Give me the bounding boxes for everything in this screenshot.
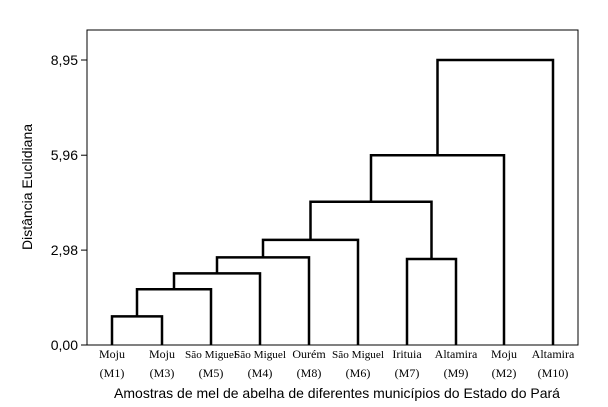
leaf-code: (M5) xyxy=(199,366,224,380)
y-tick-label: 8,95 xyxy=(51,52,78,68)
leaf-code: (M4) xyxy=(248,366,273,380)
dendrogram-link xyxy=(172,272,262,345)
leaf-code: (M6) xyxy=(346,366,371,380)
leaf-code: (M9) xyxy=(444,366,469,380)
y-tick-label: 0,00 xyxy=(51,337,78,353)
dendrogram-link xyxy=(369,153,506,345)
plot-frame xyxy=(86,29,579,346)
y-tick-label: 5,96 xyxy=(51,147,78,163)
leaf-code: (M1) xyxy=(100,366,125,380)
leaf-name: São Miguel xyxy=(185,350,237,361)
x-axis-label: Amostras de mel de abelha de diferentes … xyxy=(114,385,560,401)
leaf-name: São Miguel xyxy=(332,350,384,361)
leaf-name: Altamira xyxy=(435,347,478,361)
leaf-name: Moju xyxy=(491,347,517,361)
leaf-code: (M10) xyxy=(538,366,569,380)
leaf-code: (M7) xyxy=(395,366,420,380)
dendrogram-link xyxy=(215,256,311,345)
dendrogram-link xyxy=(261,238,360,345)
leaf-code: (M8) xyxy=(297,366,322,380)
dendrogram-link xyxy=(110,315,164,345)
leaf-labels: Moju (M1) Moju (M3) São Miguel (M5) São Miguel… xyxy=(99,347,575,380)
leaf-name: Altamira xyxy=(532,347,575,361)
leaf-name: Moju xyxy=(99,347,125,361)
y-axis-label: Distância Euclidiana xyxy=(19,124,35,250)
leaf-code: (M2) xyxy=(492,366,517,380)
leaf-name: São Miguel xyxy=(234,350,286,361)
leaf-name: Moju xyxy=(149,347,175,361)
y-tick-label: 2,98 xyxy=(51,242,78,258)
dendrogram-link xyxy=(436,58,555,345)
leaf-name: Ourém xyxy=(292,347,326,361)
dendrogram-link xyxy=(309,200,433,260)
leaf-name: Irituia xyxy=(392,347,422,361)
leaf-code: (M3) xyxy=(150,366,175,380)
dendrogram-link xyxy=(405,257,458,345)
y-axis-ticks: 0,00 2,98 5,96 8,95 xyxy=(51,52,87,353)
dendrogram-link xyxy=(135,288,213,345)
dendrogram-links xyxy=(110,58,555,345)
